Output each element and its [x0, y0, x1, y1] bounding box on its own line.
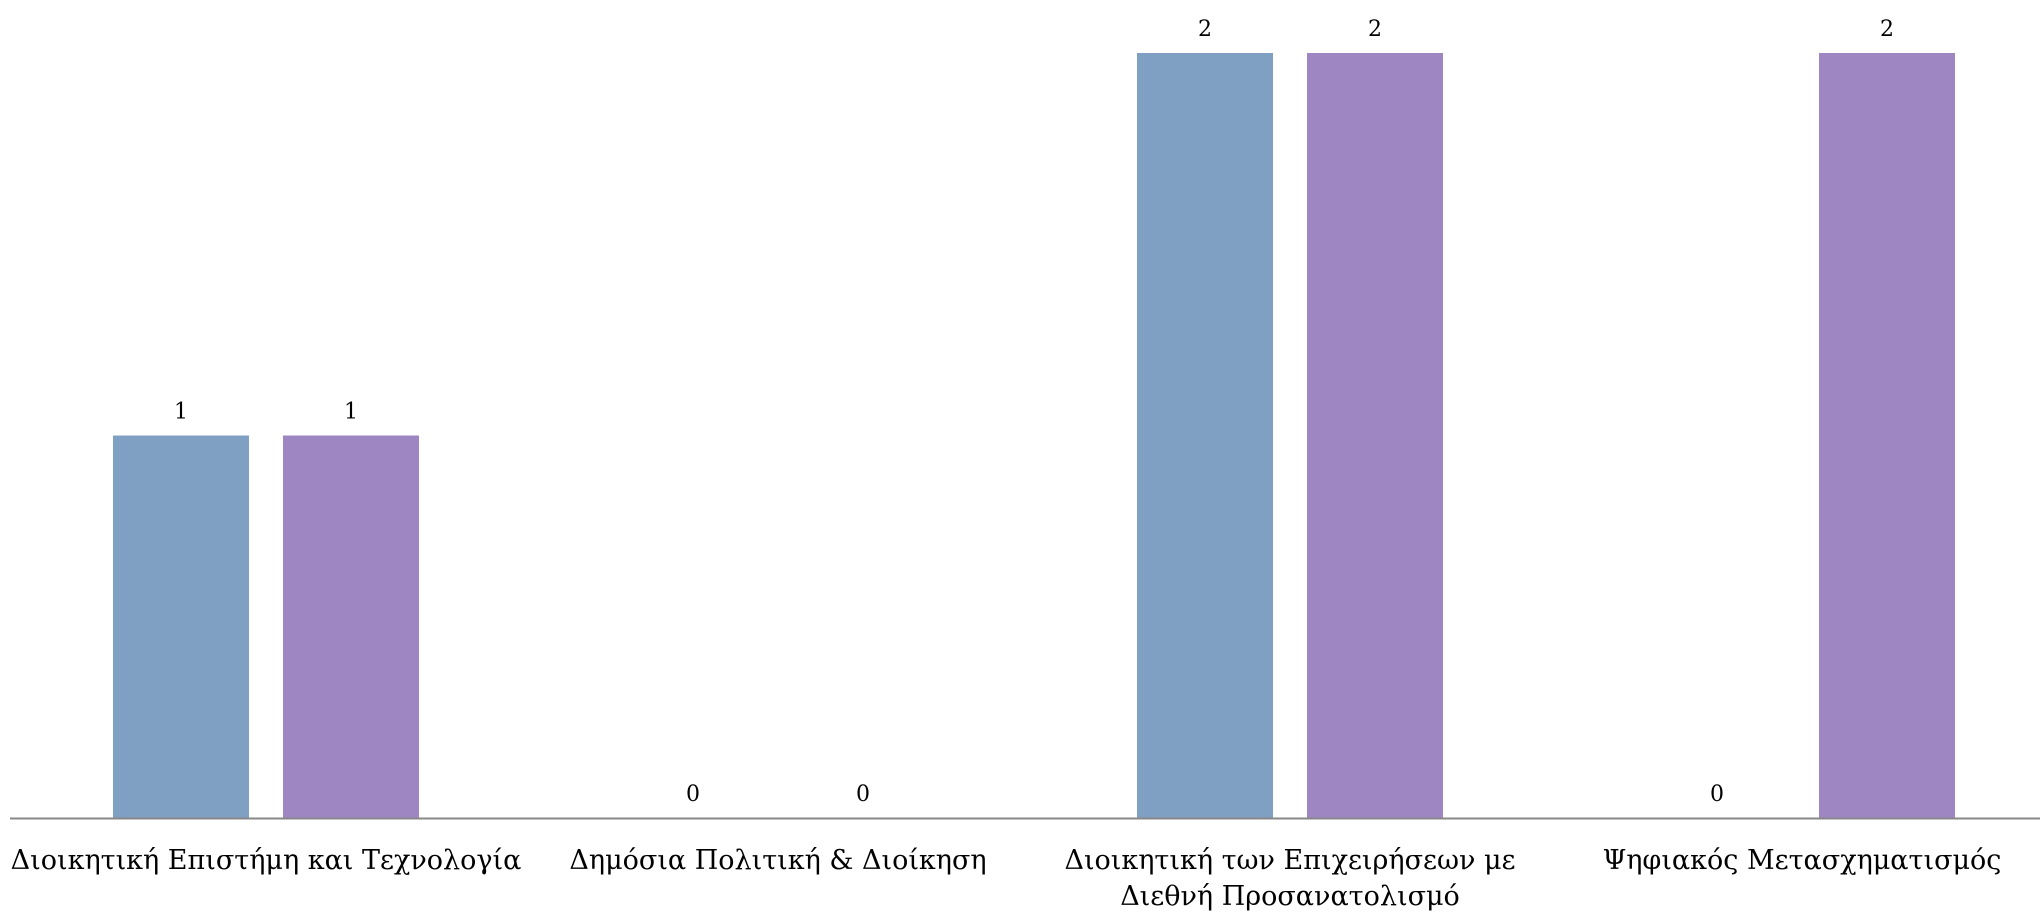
category-label-1: Διοικητική Επιστήμη και Τεχνολογία	[11, 845, 522, 876]
bar-series-2-category-1	[283, 435, 419, 818]
bar-series-2-category-3	[1307, 53, 1443, 818]
data-label-series-1-category-1: 1	[174, 400, 188, 425]
category-label-4: Ψηφιακός Μετασχηματισμός	[1603, 845, 2002, 876]
category-label-4-line-1: Ψηφιακός Μετασχηματισμός	[1603, 845, 2002, 876]
category-label-2: Δημόσια Πολιτική & Διοίκηση	[569, 845, 986, 876]
bar-series-1-category-3	[1137, 53, 1273, 818]
category-label-2-line-1: Δημόσια Πολιτική & Διοίκηση	[569, 845, 986, 876]
data-label-series-2-category-2: 0	[856, 782, 870, 807]
data-label-series-2-category-1: 1	[344, 400, 358, 425]
category-label-1-line-1: Διοικητική Επιστήμη και Τεχνολογία	[11, 845, 522, 876]
data-label-series-2-category-3: 2	[1368, 17, 1382, 42]
data-label-series-1-category-3: 2	[1198, 17, 1212, 42]
category-labels-group: Διοικητική Επιστήμη και Τεχνολογία Δημόσι…	[11, 845, 2002, 912]
bar-series-2-category-4	[1819, 53, 1955, 818]
data-label-series-1-category-2: 0	[686, 782, 700, 807]
data-label-series-1-category-4: 0	[1710, 782, 1724, 807]
category-label-3-line-2: Διεθνή Προσανατολισμό	[1120, 881, 1460, 912]
bars-group	[113, 53, 1955, 818]
category-label-3-line-1: Διοικητική των Επιχειρήσεων με	[1064, 845, 1515, 876]
bar-series-1-category-1	[113, 435, 249, 818]
data-label-series-2-category-4: 2	[1880, 17, 1894, 42]
data-labels-group: 1 1 0 0 2 2 0 2	[174, 17, 1894, 807]
category-label-3: Διοικητική των Επιχειρήσεων με Διεθνή Προ…	[1064, 845, 1515, 912]
